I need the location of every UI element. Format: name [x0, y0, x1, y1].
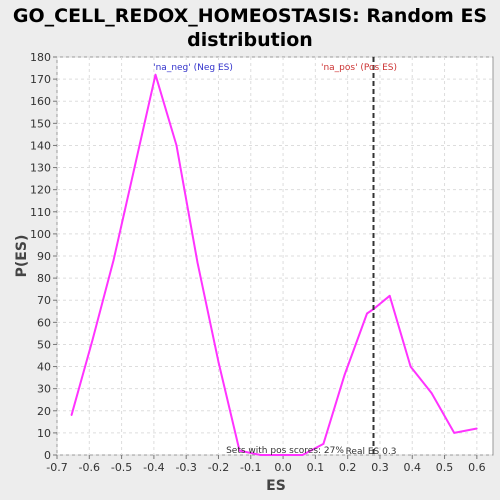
x-tick-label: 0.2 [339, 461, 357, 474]
data-point [196, 261, 199, 264]
data-point [343, 374, 346, 377]
y-tick-label: 160 [30, 95, 51, 108]
data-point [175, 144, 178, 147]
x-tick-label: -0.2 [208, 461, 229, 474]
chart-title-line-2: distribution [187, 29, 313, 51]
x-tick-label: -0.4 [143, 461, 164, 474]
y-tick-label: 150 [30, 117, 51, 130]
data-point [280, 454, 283, 456]
y-tick-label: 170 [30, 73, 51, 86]
x-tick-label: 0.0 [274, 461, 292, 474]
y-tick-label: 120 [30, 184, 51, 197]
pos-scores-annotation: Sets with pos scores: 27% [226, 446, 344, 456]
data-point [91, 339, 94, 341]
x-tick-label: -0.7 [46, 461, 67, 474]
x-tick-label: -0.6 [79, 461, 100, 474]
data-point [112, 259, 115, 262]
series-group [70, 73, 478, 456]
data-point [133, 166, 136, 169]
data-point [453, 432, 456, 434]
x-tick-label: 0.3 [371, 461, 389, 474]
y-tick-label: 90 [37, 250, 51, 263]
y-tick-label: 20 [37, 405, 51, 418]
y-tick-label: 110 [30, 206, 51, 219]
y-axis-ticks: 0 10 20 30 40 50 60 70 80 90 100 110 120 130 140 150 160… [30, 51, 57, 462]
data-point [259, 454, 262, 456]
y-tick-label: 180 [30, 51, 51, 64]
x-tick-label: 0.5 [436, 461, 454, 474]
data-point [430, 392, 433, 394]
x-axis-label: ES [266, 478, 286, 494]
x-tick-label: 0.1 [307, 461, 325, 474]
y-tick-label: 0 [44, 449, 51, 462]
y-tick-label: 140 [30, 139, 51, 152]
pos-es-legend-label: 'na_pos' (Pos ES) [321, 63, 397, 73]
data-point [238, 449, 241, 452]
y-tick-label: 30 [37, 383, 51, 396]
data-point [476, 427, 478, 430]
y-tick-label: 130 [30, 162, 51, 175]
data-point [409, 365, 412, 368]
x-tick-label: 0.6 [468, 461, 486, 474]
y-tick-label: 10 [37, 427, 51, 440]
x-tick-label: -0.1 [240, 461, 261, 474]
y-tick-label: 40 [37, 361, 51, 374]
neg-es-legend-label: 'na_neg' (Neg ES) [153, 63, 233, 73]
y-tick-label: 60 [37, 316, 51, 329]
x-tick-label: -0.5 [111, 461, 132, 474]
data-point [154, 73, 157, 76]
x-tick-label: 0.4 [404, 461, 422, 474]
chart-title-line-1: GO_CELL_REDOX_HOMEOSTASIS: Random ES [13, 5, 487, 27]
y-tick-label: 80 [37, 272, 51, 285]
data-point [322, 443, 325, 445]
y-tick-label: 100 [30, 228, 51, 241]
data-point [217, 361, 220, 363]
y-tick-label: 50 [37, 338, 51, 351]
data-point [366, 312, 368, 315]
y-tick-label: 70 [37, 294, 51, 307]
real-es-annotation: Real ES 0.3 [346, 447, 397, 457]
x-tick-label: -0.3 [175, 461, 196, 474]
y-axis-label: P(ES) [14, 235, 30, 278]
data-point [388, 295, 391, 297]
data-point [301, 454, 304, 456]
x-axis-ticks: -0.7 -0.6 -0.5 -0.4 -0.3 -0.2 -0.1 0.0 0.1 0.2 0.3… [46, 455, 486, 474]
data-point [70, 414, 73, 417]
